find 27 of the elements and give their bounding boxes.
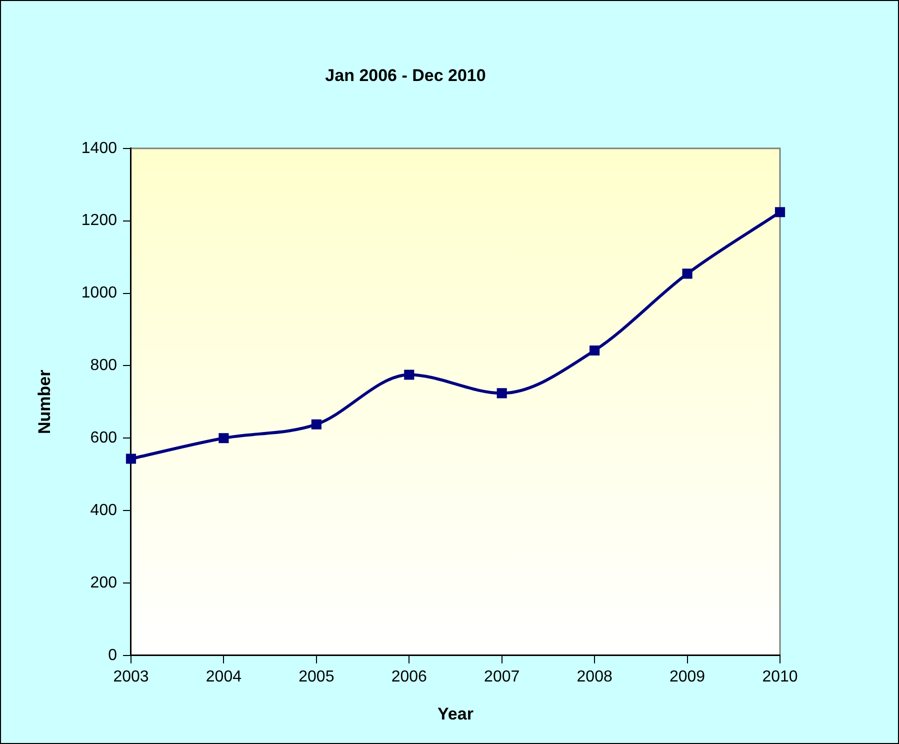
x-tick-label: 2004 bbox=[206, 668, 242, 686]
point bbox=[496, 388, 507, 398]
x-tick-label: 2010 bbox=[762, 668, 798, 686]
y-tick-label: 400 bbox=[90, 502, 118, 519]
x-tick-label: 2008 bbox=[576, 668, 612, 686]
y-tick-label: 1000 bbox=[81, 284, 118, 302]
x-axis-title: Year bbox=[438, 704, 474, 724]
chart-title: Jan 2006 - Dec 2010 bbox=[325, 66, 486, 85]
point bbox=[218, 433, 229, 444]
point bbox=[590, 345, 600, 356]
point bbox=[311, 419, 322, 430]
x-tick-label: 2003 bbox=[113, 668, 149, 686]
y-tick-label: 0 bbox=[108, 646, 118, 664]
x-tick-label: 2005 bbox=[298, 668, 334, 686]
y-tick-label: 800 bbox=[90, 357, 118, 374]
point bbox=[774, 207, 786, 218]
point bbox=[126, 454, 136, 464]
x-tick-label: 2009 bbox=[669, 668, 706, 686]
x-tick-label: 2007 bbox=[484, 668, 520, 686]
y-tick-label: 1200 bbox=[81, 212, 118, 230]
y-tick-label: 1400 bbox=[81, 140, 118, 157]
y-axis-title: Number bbox=[34, 369, 54, 434]
point bbox=[682, 268, 692, 279]
point bbox=[404, 370, 414, 380]
y-tick-label: 600 bbox=[90, 430, 118, 447]
x-tick-label: 2006 bbox=[391, 668, 428, 686]
y-tick-label: 200 bbox=[90, 574, 118, 592]
